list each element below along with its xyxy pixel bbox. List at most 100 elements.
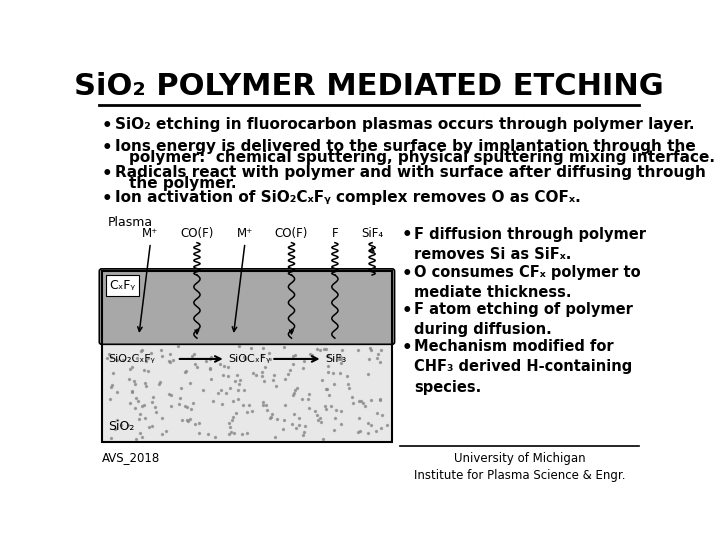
Point xyxy=(287,360,299,368)
Text: •: • xyxy=(402,265,412,283)
Point xyxy=(269,433,281,442)
Point xyxy=(329,414,341,422)
Point xyxy=(271,381,282,390)
Point xyxy=(202,430,213,438)
Point xyxy=(163,390,175,399)
Point xyxy=(335,407,346,415)
Point xyxy=(315,414,326,422)
Point xyxy=(293,414,305,423)
Point xyxy=(257,400,269,409)
Point xyxy=(298,428,310,436)
Point xyxy=(156,430,167,438)
Point xyxy=(139,414,150,423)
Point xyxy=(348,398,359,407)
Point xyxy=(197,386,209,394)
Point xyxy=(374,358,386,367)
Point xyxy=(139,366,150,374)
Point xyxy=(330,406,342,415)
Point xyxy=(277,425,289,434)
Text: SiO₂ etching in fluorocarbon plasmas occurs through polymer layer.: SiO₂ etching in fluorocarbon plasmas occ… xyxy=(114,117,694,132)
Point xyxy=(353,396,364,405)
Point xyxy=(181,402,193,411)
Point xyxy=(257,343,269,352)
Point xyxy=(261,405,273,414)
Point xyxy=(271,415,283,423)
Point xyxy=(372,408,383,417)
Point xyxy=(309,407,320,415)
Point xyxy=(279,400,291,409)
Point xyxy=(362,429,374,437)
Point xyxy=(220,389,232,397)
Point xyxy=(139,379,150,388)
Point xyxy=(205,353,217,361)
Text: SiF₄: SiF₄ xyxy=(361,227,383,240)
Text: •: • xyxy=(102,190,112,208)
Point xyxy=(279,375,291,384)
Text: polymer:  chemical sputtering, physical sputtering mixing interface.: polymer: chemical sputtering, physical s… xyxy=(129,150,715,165)
Point xyxy=(374,396,385,404)
Point xyxy=(353,413,364,422)
Point xyxy=(200,357,212,366)
Point xyxy=(241,429,253,437)
Text: F: F xyxy=(332,227,338,240)
Text: F diffusion through polymer
removes Si as SiFₓ.: F diffusion through polymer removes Si a… xyxy=(414,226,646,262)
Point xyxy=(334,369,346,378)
Point xyxy=(311,411,323,420)
Point xyxy=(322,368,333,376)
Point xyxy=(186,352,197,360)
Point xyxy=(320,345,332,353)
Point xyxy=(238,386,249,394)
Point xyxy=(129,380,140,388)
Point xyxy=(108,369,120,377)
Point xyxy=(156,414,167,423)
Text: CO(F): CO(F) xyxy=(275,227,308,240)
Point xyxy=(322,362,333,370)
Point xyxy=(297,395,308,403)
Point xyxy=(105,382,117,391)
Point xyxy=(372,350,384,359)
Point xyxy=(374,395,386,403)
Point xyxy=(124,364,135,373)
Point xyxy=(227,396,238,405)
Point xyxy=(257,398,269,407)
Point xyxy=(233,380,245,389)
Point xyxy=(328,369,339,377)
Point xyxy=(238,352,250,361)
Text: AVS_2018: AVS_2018 xyxy=(102,451,160,464)
Point xyxy=(366,396,377,404)
Point xyxy=(317,375,328,384)
Text: Plasma: Plasma xyxy=(108,215,153,229)
Point xyxy=(193,429,204,437)
Point xyxy=(126,363,138,372)
Point xyxy=(278,415,289,424)
Point xyxy=(279,343,290,352)
Text: CₓFᵧ: CₓFᵧ xyxy=(109,279,135,292)
Point xyxy=(246,344,257,353)
FancyBboxPatch shape xyxy=(99,269,395,345)
Point xyxy=(140,357,151,366)
Bar xyxy=(102,271,392,442)
Point xyxy=(210,433,221,441)
Point xyxy=(109,425,121,434)
Point xyxy=(148,393,159,401)
Point xyxy=(165,402,176,411)
Point xyxy=(185,414,197,423)
Point xyxy=(266,409,278,418)
Point xyxy=(289,386,300,394)
Point xyxy=(189,420,200,428)
Point xyxy=(323,350,334,359)
Point xyxy=(325,402,337,410)
Text: Ion activation of SiO₂CₓFᵧ complex removes O as COFₓ.: Ion activation of SiO₂CₓFᵧ complex remov… xyxy=(114,190,580,205)
Point xyxy=(359,402,371,410)
Text: SiO₂ POLYMER MEDIATED ETCHING: SiO₂ POLYMER MEDIATED ETCHING xyxy=(74,72,664,101)
Point xyxy=(215,360,226,368)
Point xyxy=(139,401,150,410)
Text: SiO₂CₓFᵧ: SiO₂CₓFᵧ xyxy=(108,354,155,364)
Point xyxy=(323,391,334,400)
Point xyxy=(357,399,369,407)
Point xyxy=(143,366,154,375)
Point xyxy=(149,402,161,411)
Point xyxy=(134,414,145,423)
Point xyxy=(135,347,147,356)
Point xyxy=(352,428,364,436)
